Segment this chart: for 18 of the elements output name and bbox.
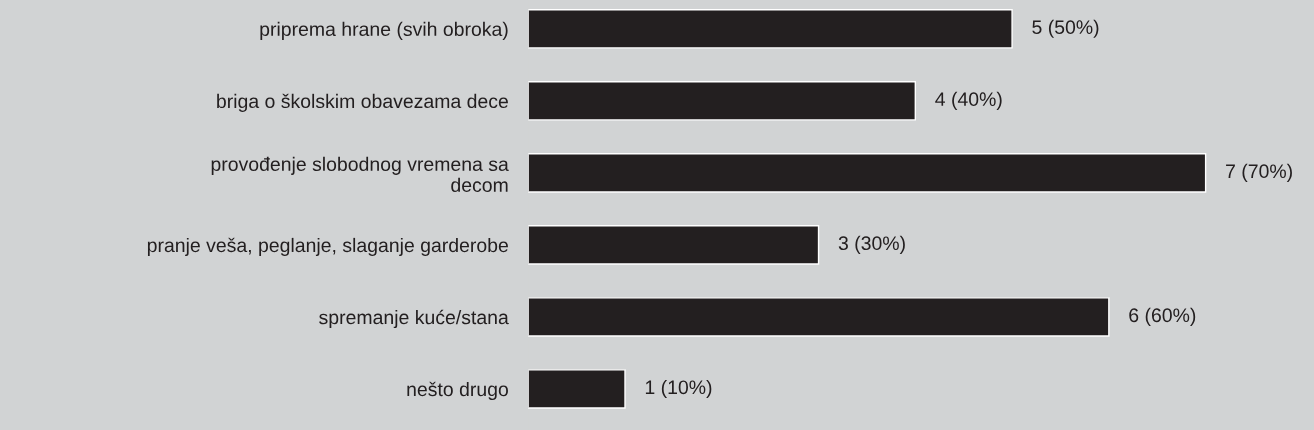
bar	[528, 153, 1207, 193]
y-tick-label: spremanje kuće/stana	[319, 309, 509, 329]
y-tick-label: priprema hrane (svih obroka)	[260, 21, 508, 40]
bar	[528, 297, 1110, 337]
y-tick-label: briga o školskim obavezama dece	[217, 93, 508, 112]
data-label: 1 (10%)	[645, 379, 712, 398]
bar	[528, 369, 626, 409]
data-label: 6 (60%)	[1129, 307, 1196, 326]
bar	[528, 81, 917, 121]
data-label: 4 (40%)	[935, 91, 1002, 110]
data-label: 3 (30%)	[838, 235, 905, 254]
y-tick-label: nešto drugo	[407, 381, 508, 401]
bar	[528, 225, 820, 265]
y-tick-label: provođenje slobodnog vremena sa decom	[211, 156, 509, 192]
bar	[528, 9, 1013, 49]
y-tick-label: pranje veša, peglanje, slaganje garderobe	[147, 237, 508, 256]
data-label: 7 (70%)	[1226, 163, 1292, 182]
data-label: 5 (50%)	[1032, 19, 1099, 38]
